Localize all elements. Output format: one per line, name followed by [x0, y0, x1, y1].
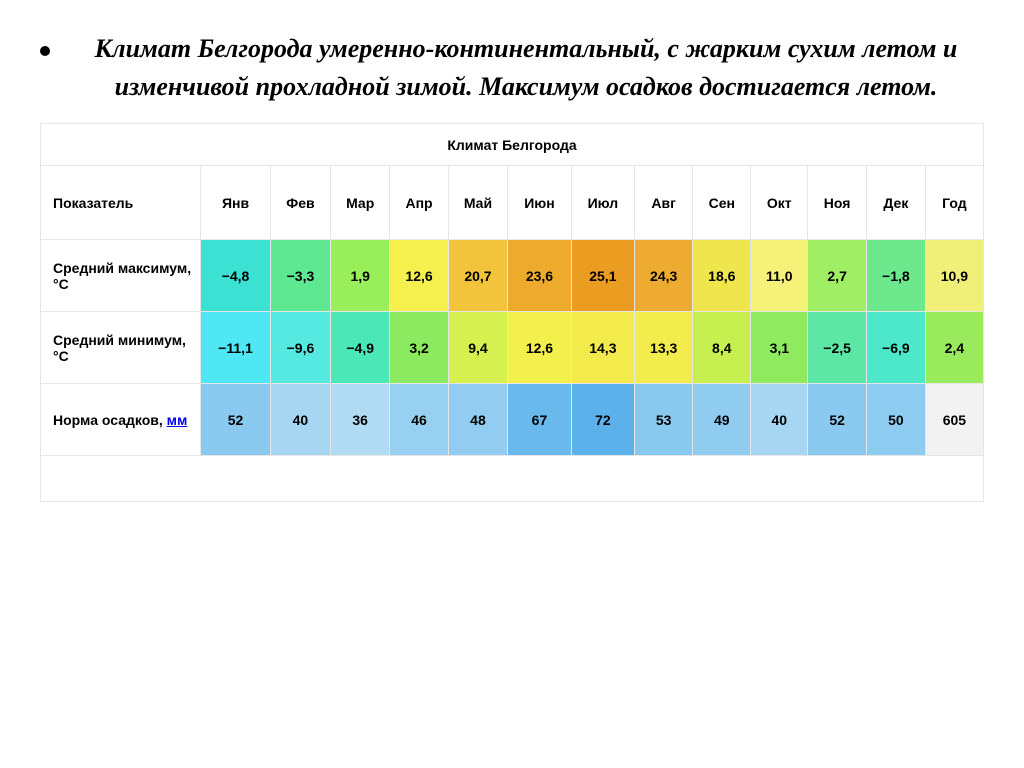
cell: 20,7	[448, 240, 508, 312]
cell: 2,4	[925, 312, 983, 384]
cell: 8,4	[693, 312, 751, 384]
month-header: Фев	[271, 166, 331, 240]
month-header: Апр	[390, 166, 448, 240]
bullet-icon	[40, 46, 50, 56]
month-header: Ноя	[808, 166, 867, 240]
cell: −4,8	[201, 240, 271, 312]
cell: 11,0	[751, 240, 808, 312]
cell: 23,6	[508, 240, 571, 312]
cell: 12,6	[508, 312, 571, 384]
cell: 48	[448, 384, 508, 456]
table-row-precip: Норма осадков, мм52403646486772534940525…	[41, 384, 984, 456]
cell: 25,1	[571, 240, 634, 312]
cell: 18,6	[693, 240, 751, 312]
page-title: Климат Белгорода умеренно-континентальны…	[68, 30, 984, 105]
month-header: Год	[925, 166, 983, 240]
cell: −2,5	[808, 312, 867, 384]
cell: 40	[271, 384, 331, 456]
cell: 14,3	[571, 312, 634, 384]
cell: −9,6	[271, 312, 331, 384]
precip-unit-link[interactable]: мм	[167, 412, 188, 428]
row-label: Средний минимум, °C	[41, 312, 201, 384]
cell: 13,3	[635, 312, 693, 384]
cell: 53	[635, 384, 693, 456]
table-title-row: Климат Белгорода	[41, 124, 984, 166]
cell: 52	[201, 384, 271, 456]
month-header: Июл	[571, 166, 634, 240]
cell: 49	[693, 384, 751, 456]
month-header: Мар	[330, 166, 390, 240]
table-header-row: ПоказательЯнвФевМарАпрМайИюнИюлАвгСенОкт…	[41, 166, 984, 240]
table-row-avg-max: Средний максимум, °C−4,8−3,31,912,620,72…	[41, 240, 984, 312]
climate-table: Климат Белгорода ПоказательЯнвФевМарАпрМ…	[40, 123, 984, 502]
cell: 50	[867, 384, 926, 456]
cell: −6,9	[867, 312, 926, 384]
row-label: Средний максимум, °C	[41, 240, 201, 312]
slide-container: Климат Белгорода умеренно-континентальны…	[0, 0, 1024, 522]
cell: 3,2	[390, 312, 448, 384]
month-header: Июн	[508, 166, 571, 240]
heading-block: Климат Белгорода умеренно-континентальны…	[40, 30, 984, 105]
cell: 9,4	[448, 312, 508, 384]
cell: 52	[808, 384, 867, 456]
cell: 10,9	[925, 240, 983, 312]
cell: 605	[925, 384, 983, 456]
empty-cell	[41, 456, 984, 502]
cell: 2,7	[808, 240, 867, 312]
month-header: Янв	[201, 166, 271, 240]
row-label: Норма осадков, мм	[41, 384, 201, 456]
cell: −4,9	[330, 312, 390, 384]
cell: 24,3	[635, 240, 693, 312]
cell: −1,8	[867, 240, 926, 312]
indicator-header: Показатель	[41, 166, 201, 240]
cell: 36	[330, 384, 390, 456]
cell: 40	[751, 384, 808, 456]
cell: 12,6	[390, 240, 448, 312]
cell: 3,1	[751, 312, 808, 384]
table-row-avg-min: Средний минимум, °C−11,1−9,6−4,93,29,412…	[41, 312, 984, 384]
table-title: Климат Белгорода	[41, 124, 984, 166]
cell: 72	[571, 384, 634, 456]
cell: −11,1	[201, 312, 271, 384]
cell: 67	[508, 384, 571, 456]
month-header: Дек	[867, 166, 926, 240]
month-header: Окт	[751, 166, 808, 240]
cell: 1,9	[330, 240, 390, 312]
month-header: Май	[448, 166, 508, 240]
table-empty-row	[41, 456, 984, 502]
cell: 46	[390, 384, 448, 456]
month-header: Сен	[693, 166, 751, 240]
cell: −3,3	[271, 240, 331, 312]
month-header: Авг	[635, 166, 693, 240]
